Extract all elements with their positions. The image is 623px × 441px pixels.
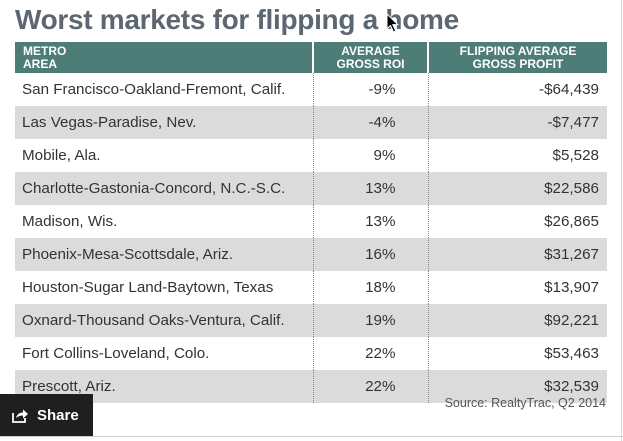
cell-gross-profit: $22,586 [427,172,607,205]
cell-metro-area: Madison, Wis. [15,205,313,238]
cell-gross-profit: -$64,439 [427,73,607,106]
cell-metro-area: San Francisco-Oakland-Fremont, Calif. [15,73,313,106]
cell-gross-roi: 22% [312,370,428,403]
divider [0,436,623,437]
cell-gross-roi: -4% [312,106,428,139]
share-button[interactable]: Share [0,394,93,436]
header-metro-area: METRO AREA [15,42,313,73]
cell-gross-roi: -9% [312,73,428,106]
table-row: Madison, Wis. 13% $26,865 [15,205,607,238]
share-icon [12,409,28,423]
header-flipping-average-gross-profit: FLIPPING AVERAGE GROSS PROFIT [427,42,607,73]
cell-gross-profit: $92,221 [427,304,607,337]
table-row: San Francisco-Oakland-Fremont, Calif. -9… [15,73,607,106]
cell-gross-roi: 13% [312,172,428,205]
table-row: Houston-Sugar Land-Baytown, Texas 18% $1… [15,271,607,304]
cell-metro-area: Fort Collins-Loveland, Colo. [15,337,313,370]
table-row: Oxnard-Thousand Oaks-Ventura, Calif. 19%… [15,304,607,337]
cell-gross-roi: 22% [312,337,428,370]
markets-table: METRO AREA AVERAGE GROSS ROI FLIPPING AV… [15,42,607,403]
cell-gross-roi: 19% [312,304,428,337]
mouse-cursor-icon [386,13,400,33]
cell-gross-profit: $13,907 [427,271,607,304]
table-row: Charlotte-Gastonia-Concord, N.C.-S.C. 13… [15,172,607,205]
cell-gross-profit: $53,463 [427,337,607,370]
cell-metro-area: Charlotte-Gastonia-Concord, N.C.-S.C. [15,172,313,205]
cell-metro-area: Houston-Sugar Land-Baytown, Texas [15,271,313,304]
cell-metro-area: Phoenix-Mesa-Scottsdale, Ariz. [15,238,313,271]
share-label: Share [37,406,79,424]
cell-gross-profit: $26,865 [427,205,607,238]
cell-gross-profit: $5,528 [427,139,607,172]
cell-metro-area: Mobile, Ala. [15,139,313,172]
cell-gross-roi: 9% [312,139,428,172]
cell-metro-area: Oxnard-Thousand Oaks-Ventura, Calif. [15,304,313,337]
cell-gross-profit: -$7,477 [427,106,607,139]
table-row: Prescott, Ariz. 22% $32,539 [15,370,607,403]
table-row: Las Vegas-Paradise, Nev. -4% -$7,477 [15,106,607,139]
table-row: Fort Collins-Loveland, Colo. 22% $53,463 [15,337,607,370]
table-row: Phoenix-Mesa-Scottsdale, Ariz. 16% $31,2… [15,238,607,271]
table-row: Mobile, Ala. 9% $5,528 [15,139,607,172]
cell-gross-roi: 18% [312,271,428,304]
cell-gross-roi: 13% [312,205,428,238]
header-average-gross-roi: AVERAGE GROSS ROI [312,42,428,73]
cell-gross-profit: $32,539 [427,370,607,403]
cell-gross-profit: $31,267 [427,238,607,271]
page-title: Worst markets for flipping a home [15,4,459,35]
table-header-row: METRO AREA AVERAGE GROSS ROI FLIPPING AV… [15,42,607,73]
cell-metro-area: Las Vegas-Paradise, Nev. [15,106,313,139]
cell-gross-roi: 16% [312,238,428,271]
source-note: Source: RealtyTrac, Q2 2014 [444,396,606,410]
